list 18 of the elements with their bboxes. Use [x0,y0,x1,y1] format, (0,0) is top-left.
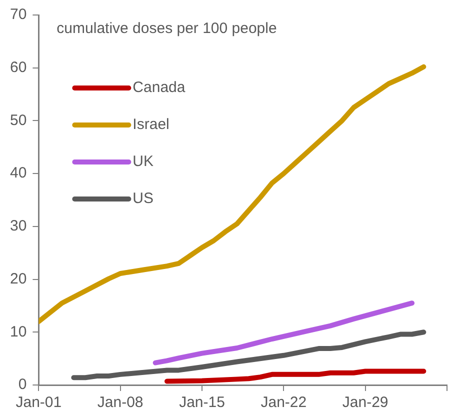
y-tick-label: 0 [18,376,27,394]
legend-label: Israel [132,116,170,134]
y-tick-label: 30 [10,218,27,235]
legend-label: Canada [132,79,186,96]
x-tick-label: Jan-22 [260,394,307,412]
x-tick-label: Jan-08 [97,394,144,412]
y-axis-title: cumulative doses per 100 people [56,20,277,38]
y-tick-label: 20 [10,270,27,288]
y-tick-label: 50 [10,112,27,129]
y-tick-label: 70 [10,6,27,24]
x-tick-label: Jan-01 [16,394,62,412]
x-tick-label: Jan-29 [342,394,388,412]
legend-label: US [132,190,154,208]
x-tick-label: Jan-15 [179,394,225,412]
y-tick-label: 40 [10,164,27,182]
y-tick-label: 60 [10,59,27,76]
legend-label: UK [132,153,154,170]
y-tick-label: 10 [10,323,27,340]
